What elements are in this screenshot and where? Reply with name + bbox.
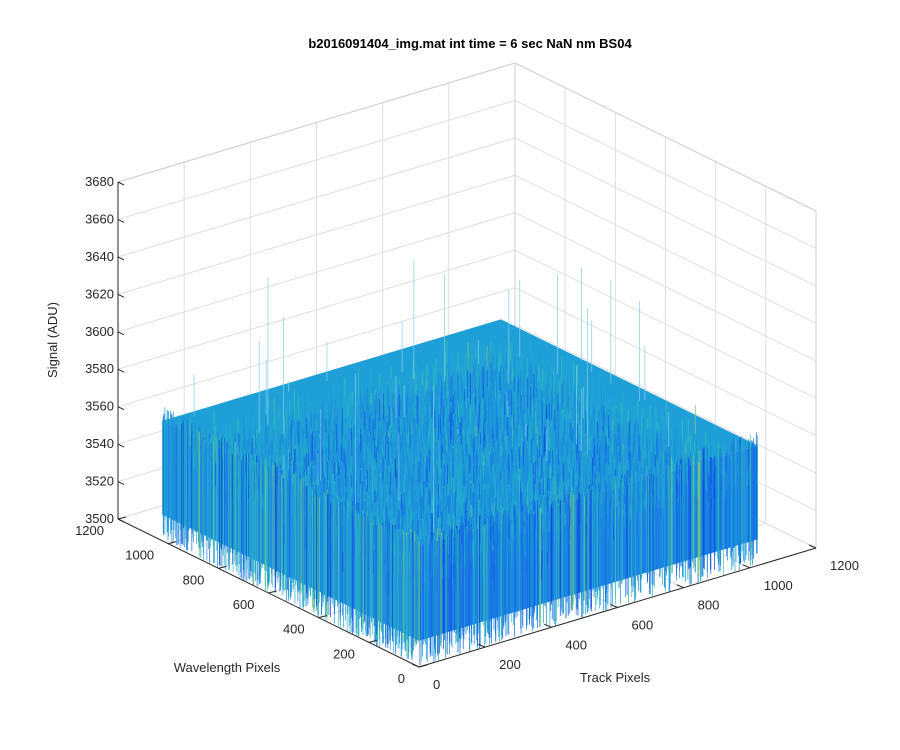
box-edge: [117, 62, 516, 183]
grid-line: [117, 287, 516, 408]
grid-line: [514, 99, 817, 249]
grid-line: [514, 249, 817, 399]
grid-line: [117, 99, 516, 220]
grid-line: [514, 137, 817, 287]
grid-line: [514, 212, 817, 362]
grid-line: [117, 137, 516, 258]
grid-line: [514, 287, 817, 437]
data-surface: [162, 319, 758, 666]
grid-line: [514, 174, 817, 324]
grid-line: [117, 249, 516, 370]
grid-line: [514, 324, 817, 474]
box-edge: [514, 62, 817, 212]
grid-line: [117, 174, 516, 295]
grid-line: [117, 212, 516, 333]
